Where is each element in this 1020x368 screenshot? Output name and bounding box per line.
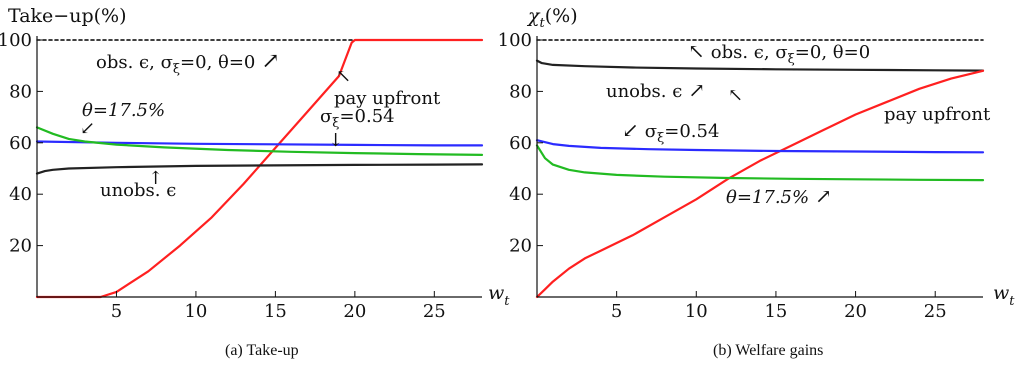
x-tick-label: 5 xyxy=(111,301,122,322)
annotation-sigma: ↙ σξ=0.54 xyxy=(622,118,719,146)
y-tick-label: 20 xyxy=(9,236,32,257)
series-line-3 xyxy=(35,126,484,156)
annotation-observed: obs. ϵ, σξ=0, θ=0 ↗ xyxy=(96,49,280,77)
x-tick-label: 25 xyxy=(924,301,947,322)
y-tick-label: 40 xyxy=(9,184,32,205)
y-axis-label: Take−up(%) xyxy=(8,5,126,27)
x-tick-label: 10 xyxy=(184,301,207,322)
series-line-4 xyxy=(35,163,484,175)
annotations: obs. ϵ, σξ=0, θ=0 ↗ ↖ pay upfront θ=17.5%… xyxy=(80,49,441,201)
y-tick-label: 100 xyxy=(0,30,32,51)
annotation-pay-upfront: pay upfront xyxy=(334,88,441,109)
series-line-2 xyxy=(535,69,985,299)
caption-take-up: (a) Take-up xyxy=(225,342,299,359)
x-tick-label: 25 xyxy=(423,301,446,322)
annotation-theta: θ=17.5% ↗ xyxy=(726,184,832,208)
annotation-unobs: unobs. ϵ xyxy=(100,180,176,201)
x-tick-label: 15 xyxy=(264,301,287,322)
annotation-unobs: unobs. ϵ ↗ xyxy=(606,78,705,102)
x-axis-label: wt xyxy=(488,282,510,309)
y-axis-label: χt(%) xyxy=(526,5,578,31)
axes: 5 10 15 20 25 20 40 60 80 100 xyxy=(0,30,482,322)
panel-welfare-gains: χt(%) wt 5 10 15 20 25 20 40 60 80 100 ↖ obs. ϵ, σ… xyxy=(498,5,1016,359)
annotation-theta-arrow: ↙ xyxy=(80,118,95,139)
series-line-1 xyxy=(535,59,985,72)
y-tick-label: 60 xyxy=(509,133,532,154)
y-tick-label: 60 xyxy=(9,133,32,154)
annotation-sigma: σξ=0.54 xyxy=(320,106,395,131)
series-line-2 xyxy=(35,140,484,147)
y-tick-label: 100 xyxy=(498,30,532,51)
annotation-pay-upfront-arrow: ↖ xyxy=(336,66,351,87)
x-tick-label: 15 xyxy=(764,301,787,322)
caption-welfare-gains: (b) Welfare gains xyxy=(713,342,823,359)
series-layer xyxy=(35,38,484,299)
x-tick-label: 5 xyxy=(611,301,622,322)
annotation-theta: θ=17.5% xyxy=(82,100,165,121)
annotation-observed: ↖ obs. ϵ, σξ=0, θ=0 xyxy=(688,39,870,67)
x-tick-label: 20 xyxy=(844,301,867,322)
annotation-pay-upfront: pay upfront xyxy=(884,104,991,125)
annotation-unobs-arrow: ↑ xyxy=(148,168,163,189)
x-axis-label: wt xyxy=(993,282,1015,309)
y-tick-label: 80 xyxy=(9,81,32,102)
y-tick-label: 80 xyxy=(509,81,532,102)
annotation-sigma-arrow: ↓ xyxy=(328,130,343,151)
panel-take-up: Take−up(%) wt 5 10 15 20 25 20 40 60 80 100 obs. … xyxy=(0,5,510,359)
series-layer xyxy=(535,39,985,299)
annotations: ↖ obs. ϵ, σξ=0, θ=0 unobs. ϵ ↗ ↖ pay upfro… xyxy=(606,39,991,208)
annotation-pay-upfront-arrow: ↖ xyxy=(728,85,743,106)
x-tick-label: 20 xyxy=(343,301,366,322)
y-tick-label: 20 xyxy=(509,236,532,257)
axes: 5 10 15 20 25 20 40 60 80 100 xyxy=(498,30,983,322)
y-tick-label: 40 xyxy=(509,184,532,205)
series-line-4 xyxy=(535,144,985,182)
x-tick-label: 10 xyxy=(685,301,708,322)
series-line-3 xyxy=(535,139,985,154)
